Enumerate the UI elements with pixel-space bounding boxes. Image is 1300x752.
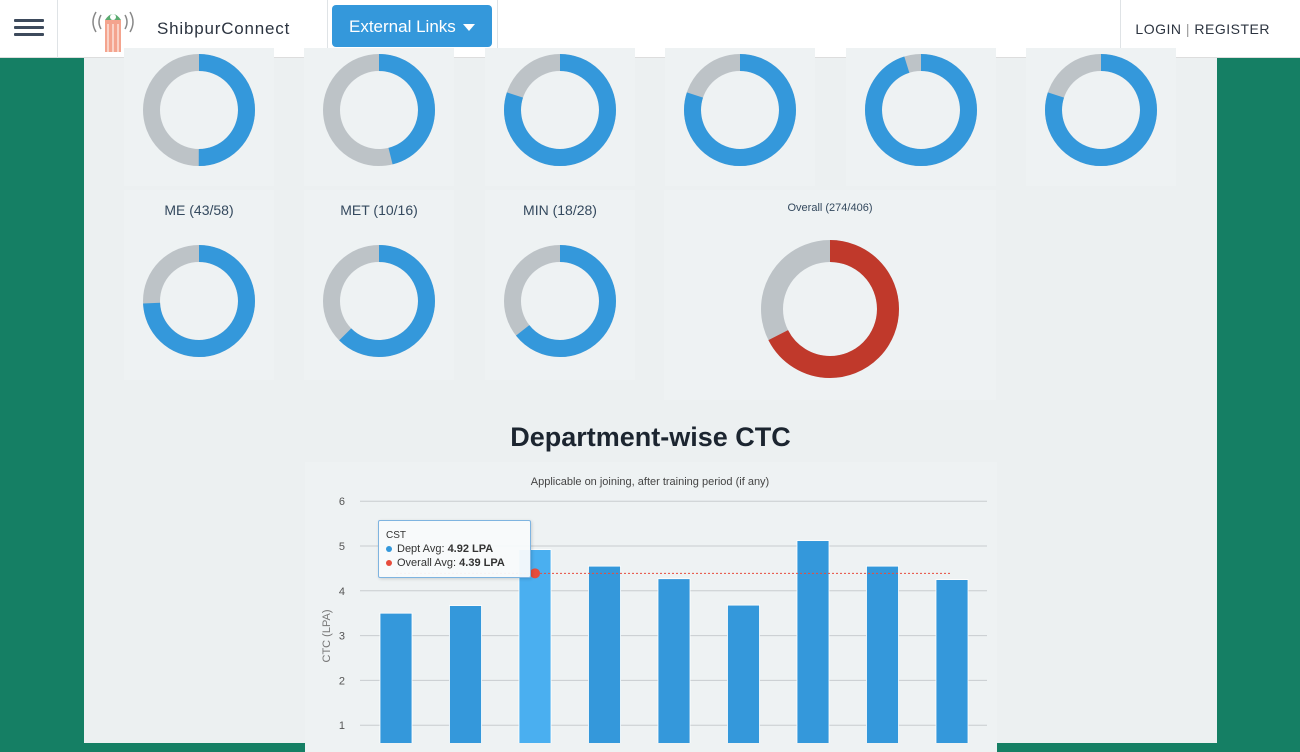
overall-donut-label: Overall (274/406) — [787, 202, 873, 214]
overall-avg-marker[interactable] — [530, 568, 540, 579]
overall-donut-chart[interactable] — [760, 239, 900, 379]
overall-dot-icon — [386, 560, 392, 566]
dept-dot-icon — [386, 546, 392, 552]
tooltip-overall-label: Overall Avg: — [397, 557, 457, 569]
dept-donut-chart[interactable] — [683, 53, 797, 167]
divider — [1120, 0, 1121, 58]
separator: | — [1185, 21, 1191, 37]
dept-donut-chart[interactable] — [503, 53, 617, 167]
dept-donut-label: MIN (18/28) — [523, 202, 597, 218]
dept-donut-label: MET (10/16) — [340, 202, 418, 218]
ctc-bar[interactable] — [449, 605, 482, 743]
divider — [497, 0, 498, 58]
placed-slice[interactable] — [504, 245, 616, 357]
ctc-bar[interactable] — [796, 540, 830, 743]
placed-slice[interactable] — [504, 54, 616, 166]
chart-subtitle: Applicable on joining, after training pe… — [531, 476, 769, 488]
y-tick-label: 2 — [339, 675, 345, 687]
placed-slice[interactable] — [143, 54, 255, 166]
register-link[interactable]: REGISTER — [1194, 21, 1270, 37]
ctc-bar[interactable] — [588, 565, 621, 743]
hamburger-menu-icon[interactable] — [14, 19, 44, 37]
external-links-label: External Links — [349, 17, 456, 36]
dept-donut-label: ME (43/58) — [164, 202, 234, 218]
placed-slice[interactable] — [761, 240, 899, 378]
ctc-bar[interactable] — [379, 612, 413, 743]
divider — [327, 0, 328, 58]
ctc-bar[interactable] — [518, 549, 552, 743]
y-tick-label: 6 — [339, 496, 345, 508]
placed-slice[interactable] — [684, 54, 796, 166]
divider — [57, 0, 58, 58]
placed-slice[interactable] — [865, 54, 977, 166]
chart-tooltip: CST Dept Avg: 4.92 LPA Overall Avg: 4.39… — [378, 520, 531, 578]
brand-name[interactable]: ShibpurConnect — [157, 19, 291, 38]
ctc-bar[interactable] — [866, 565, 899, 743]
y-tick-label: 4 — [339, 586, 345, 598]
placed-slice[interactable] — [323, 54, 435, 166]
y-axis-label: CTC (LPA) — [321, 610, 333, 663]
dept-donut-chart[interactable] — [503, 244, 617, 358]
tooltip-dept-value: 4.92 LPA — [447, 543, 494, 555]
ctc-bar[interactable] — [935, 579, 969, 743]
dept-donut-chart[interactable] — [142, 244, 256, 358]
tooltip-dept-label: Dept Avg: — [397, 543, 445, 555]
tooltip-title: CST — [386, 530, 406, 541]
login-link[interactable]: LOGIN — [1135, 21, 1182, 37]
y-tick-label: 5 — [339, 541, 345, 553]
y-tick-label: 1 — [339, 720, 345, 732]
clock-tower-logo-icon — [92, 11, 134, 52]
section-title: Department-wise CTC — [510, 422, 791, 452]
ctc-bar[interactable] — [727, 604, 760, 743]
placed-slice[interactable] — [143, 245, 255, 357]
tooltip-overall-value: 4.39 LPA — [459, 557, 505, 569]
placed-slice[interactable] — [323, 245, 435, 357]
placed-slice[interactable] — [1045, 54, 1157, 166]
dept-donut-chart[interactable] — [142, 53, 256, 167]
y-tick-label: 3 — [339, 631, 345, 643]
external-links-dropdown[interactable]: External Links — [332, 5, 492, 47]
dept-donut-chart[interactable] — [322, 53, 436, 167]
caret-down-icon — [463, 24, 475, 31]
dept-donut-chart[interactable] — [1044, 53, 1158, 167]
dept-donut-chart[interactable] — [864, 53, 978, 167]
ctc-bar[interactable] — [657, 578, 691, 743]
dept-donut-chart[interactable] — [322, 244, 436, 358]
